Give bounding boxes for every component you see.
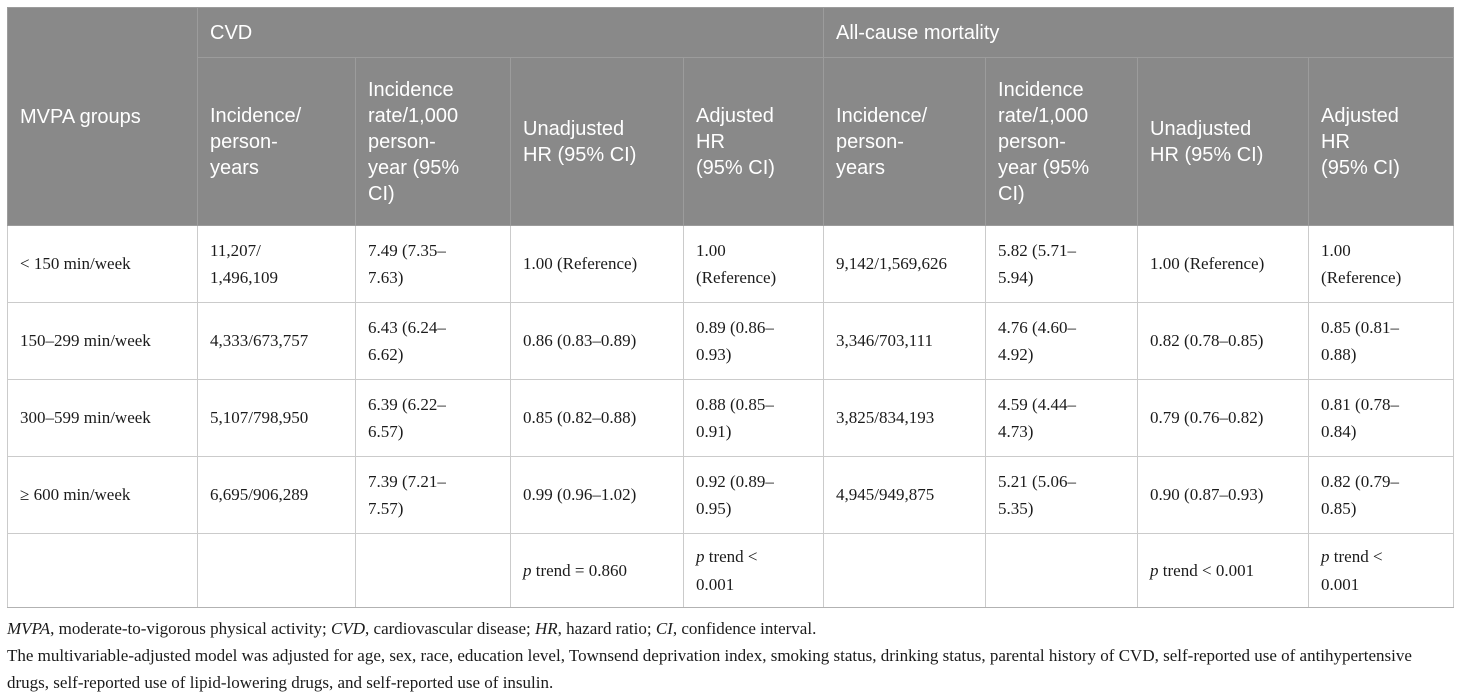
abbrev-mvpa-definition: , moderate-to-vigorous physical activity… bbox=[50, 619, 332, 638]
p-trend-value: trend < 0.001 bbox=[1162, 560, 1255, 580]
cell-p-trend-cvd-adjusted: p trend < 0.001 bbox=[682, 533, 825, 608]
cell-p-trend-empty bbox=[7, 533, 198, 608]
cell-cvd-incidence: 6,695/906,289 bbox=[197, 456, 356, 534]
cell-acm-rate: 5.21 (5.06– 5.35) bbox=[985, 456, 1139, 534]
cell-acm-incidence: 3,346/703,111 bbox=[823, 302, 987, 380]
cell-p-trend-cvd-unadjusted: p trend = 0.860 bbox=[510, 533, 684, 608]
cell-p-trend-acm-unadjusted: p trend < 0.001 bbox=[1137, 533, 1310, 608]
cell-mvpa-group: < 150 min/week bbox=[7, 225, 198, 303]
cell-acm-adjusted-hr: 0.81 (0.78– 0.84) bbox=[1308, 379, 1455, 457]
table-footnotes: MVPA, moderate-to-vigorous physical acti… bbox=[7, 615, 1453, 693]
results-table: MVPA groups CVD All-cause mortality Inci… bbox=[7, 7, 1455, 608]
cell-acm-unadjusted-hr: 0.90 (0.87–0.93) bbox=[1137, 456, 1310, 534]
cell-cvd-adjusted-hr: 0.92 (0.89– 0.95) bbox=[682, 456, 825, 534]
subheader-cvd-unadjusted-hr: Unadjusted HR (95% CI) bbox=[510, 57, 684, 226]
cell-mvpa-group: 150–299 min/week bbox=[7, 302, 198, 380]
p-trend-value: trend < 0.001 bbox=[696, 547, 758, 594]
cell-acm-rate: 4.76 (4.60– 4.92) bbox=[985, 302, 1139, 380]
cell-cvd-unadjusted-hr: 0.85 (0.82–0.88) bbox=[510, 379, 684, 457]
cell-cvd-incidence: 5,107/798,950 bbox=[197, 379, 356, 457]
table-row-mvpa-ge-600: ≥ 600 min/week 6,695/906,289 7.39 (7.21–… bbox=[7, 456, 1455, 534]
header-group-all-cause-mortality: All-cause mortality bbox=[823, 7, 1455, 58]
cell-mvpa-group: ≥ 600 min/week bbox=[7, 456, 198, 534]
cell-p-trend-empty bbox=[355, 533, 511, 608]
p-trend-value: trend < 0.001 bbox=[1321, 547, 1383, 594]
cell-p-trend-acm-adjusted: p trend < 0.001 bbox=[1308, 533, 1455, 608]
p-symbol: p bbox=[1150, 560, 1159, 580]
table-row-mvpa-300-599: 300–599 min/week 5,107/798,950 6.39 (6.2… bbox=[7, 379, 1455, 457]
cell-acm-rate: 4.59 (4.44– 4.73) bbox=[985, 379, 1139, 457]
abbrev-hr: HR bbox=[534, 619, 558, 638]
p-symbol: p bbox=[1321, 547, 1330, 567]
cell-p-trend-empty bbox=[985, 533, 1139, 608]
cell-p-trend-empty bbox=[823, 533, 987, 608]
subheader-acm-incidence-rate: Incidence rate/1,000 person- year (95% C… bbox=[985, 57, 1139, 226]
cell-cvd-rate: 6.39 (6.22– 6.57) bbox=[355, 379, 511, 457]
abbrev-hr-definition: , hazard ratio; bbox=[557, 619, 656, 638]
cell-cvd-rate: 6.43 (6.24– 6.62) bbox=[355, 302, 511, 380]
cell-acm-adjusted-hr: 0.85 (0.81– 0.88) bbox=[1308, 302, 1455, 380]
cell-cvd-rate: 7.49 (7.35– 7.63) bbox=[355, 225, 511, 303]
table-row-mvpa-150-299: 150–299 min/week 4,333/673,757 6.43 (6.2… bbox=[7, 302, 1455, 380]
abbrev-ci-definition: , confidence interval. bbox=[672, 619, 817, 638]
cell-cvd-unadjusted-hr: 1.00 (Reference) bbox=[510, 225, 684, 303]
cell-mvpa-group: 300–599 min/week bbox=[7, 379, 198, 457]
header-mvpa-groups: MVPA groups bbox=[7, 7, 198, 226]
subheader-cvd-incidence-rate: Incidence rate/1,000 person- year (95% C… bbox=[355, 57, 511, 226]
cell-acm-adjusted-hr: 1.00 (Reference) bbox=[1308, 225, 1455, 303]
p-symbol: p bbox=[696, 547, 705, 567]
cell-cvd-unadjusted-hr: 0.86 (0.83–0.89) bbox=[510, 302, 684, 380]
cell-p-trend-empty bbox=[197, 533, 356, 608]
cell-cvd-rate: 7.39 (7.21– 7.57) bbox=[355, 456, 511, 534]
cell-acm-incidence: 4,945/949,875 bbox=[823, 456, 987, 534]
abbrev-mvpa: MVPA bbox=[7, 619, 51, 638]
footnote-abbreviations: MVPA, moderate-to-vigorous physical acti… bbox=[7, 615, 1453, 642]
cell-cvd-adjusted-hr: 0.89 (0.86– 0.93) bbox=[682, 302, 825, 380]
cell-acm-incidence: 3,825/834,193 bbox=[823, 379, 987, 457]
cell-acm-incidence: 9,142/1,569,626 bbox=[823, 225, 987, 303]
abbrev-cvd: CVD bbox=[331, 619, 366, 638]
p-symbol: p bbox=[523, 560, 532, 580]
cell-acm-rate: 5.82 (5.71– 5.94) bbox=[985, 225, 1139, 303]
footnote-adjustment-note: The multivariable-adjusted model was adj… bbox=[7, 646, 1412, 693]
header-group-cvd: CVD bbox=[196, 7, 825, 58]
cell-acm-unadjusted-hr: 0.82 (0.78–0.85) bbox=[1137, 302, 1310, 380]
subheader-cvd-incidence-person-years: Incidence/ person- years bbox=[197, 57, 356, 226]
p-trend-value: trend = 0.860 bbox=[535, 560, 628, 580]
cell-acm-unadjusted-hr: 0.79 (0.76–0.82) bbox=[1137, 379, 1310, 457]
subheader-cvd-adjusted-hr: Adjusted HR (95% CI) bbox=[682, 57, 825, 226]
subheader-acm-unadjusted-hr: Unadjusted HR (95% CI) bbox=[1137, 57, 1310, 226]
table-row-p-trend: p trend = 0.860 p trend < 0.001 p trend … bbox=[7, 533, 1455, 608]
table-row-mvpa-lt-150: < 150 min/week 11,207/ 1,496,109 7.49 (7… bbox=[7, 225, 1455, 303]
subheader-acm-incidence-person-years: Incidence/ person- years bbox=[823, 57, 987, 226]
cell-cvd-unadjusted-hr: 0.99 (0.96–1.02) bbox=[510, 456, 684, 534]
cell-cvd-incidence: 4,333/673,757 bbox=[197, 302, 356, 380]
cell-acm-unadjusted-hr: 1.00 (Reference) bbox=[1137, 225, 1310, 303]
cell-cvd-incidence: 11,207/ 1,496,109 bbox=[197, 225, 356, 303]
abbrev-ci: CI bbox=[655, 619, 673, 638]
cell-cvd-adjusted-hr: 0.88 (0.85– 0.91) bbox=[682, 379, 825, 457]
cell-acm-adjusted-hr: 0.82 (0.79– 0.85) bbox=[1308, 456, 1455, 534]
cell-cvd-adjusted-hr: 1.00 (Reference) bbox=[682, 225, 825, 303]
subheader-acm-adjusted-hr: Adjusted HR (95% CI) bbox=[1308, 57, 1455, 226]
abbrev-cvd-definition: , cardiovascular disease; bbox=[365, 619, 535, 638]
